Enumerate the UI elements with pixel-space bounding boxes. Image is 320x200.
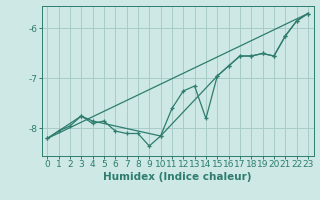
X-axis label: Humidex (Indice chaleur): Humidex (Indice chaleur)	[103, 172, 252, 182]
